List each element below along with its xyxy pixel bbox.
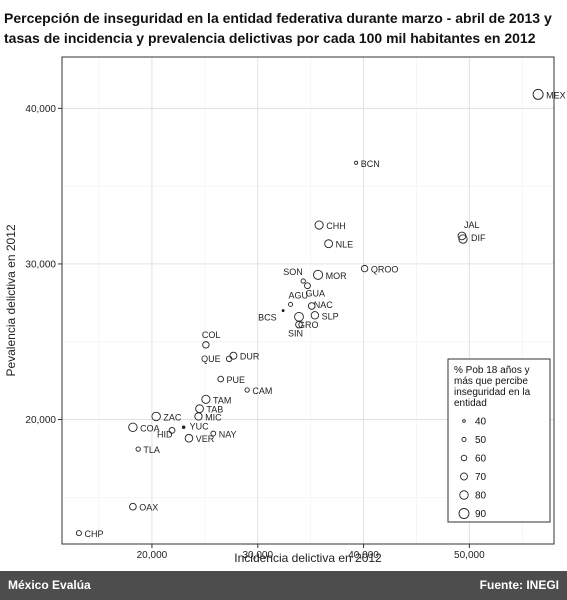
x-axis-title: Incidencia delictiva en 2012 [234,551,382,565]
point-bcs [281,309,285,313]
point-label-yuc: YUC [190,421,210,431]
point-slp [310,311,320,320]
size-legend-key [460,472,468,481]
y-tick-label: 30,000 [25,259,56,270]
size-legend-key [459,490,469,500]
point-label-gua: GUA [305,289,325,299]
point-nle [324,239,334,249]
point-label-qroo: QROO [371,265,399,275]
point-mor [313,269,324,280]
size-legend-value: 40 [475,417,487,428]
point-label-mex: MEX [546,90,566,100]
point-pue [217,375,225,383]
point-label-mor: MOR [326,271,347,281]
point-label-gro: GRO [298,320,319,330]
size-legend-value: 60 [475,454,487,465]
point-label-nac: NAC [314,300,334,310]
size-legend-value: 90 [475,509,487,520]
point-tam [201,394,211,404]
point-label-nle: NLE [336,240,354,250]
point-label-slp: SLP [322,311,339,321]
size-legend-key [458,508,470,519]
size-legend-title-line: inseguridad en la [454,387,531,398]
size-legend-value: 50 [475,435,487,446]
point-chp [75,530,82,537]
x-tick-label: 30,000 [242,550,273,561]
point-coa [128,422,138,433]
point-label-mic: MIC [205,412,222,422]
point-label-nay: NAY [219,430,237,440]
size-legend-value: 80 [475,491,487,502]
point-label-son: SON [283,267,303,277]
point-qroo [360,264,369,273]
point-label-que: QUE [201,354,221,364]
footer-bar: México Evalúa Fuente: INEGI [0,571,567,600]
point-zac [151,411,161,422]
point-tla [135,446,141,452]
point-chh [314,220,324,230]
point-hid [168,427,176,434]
size-legend-value: 70 [475,472,487,483]
point-label-agu: AGU [289,290,309,300]
point-label-tab: TAB [206,405,223,415]
point-label-zac: ZAC [163,412,182,422]
point-bcn [354,160,359,165]
point-yuc [181,425,186,430]
point-label-chp: CHP [84,529,103,539]
point-mic [194,412,203,421]
footer-source-left: México Evalúa [8,578,91,592]
point-label-sin: SIN [288,329,303,339]
point-dif [458,234,468,244]
point-label-bcn: BCN [361,159,380,169]
point-label-tla: TLA [143,445,160,455]
point-label-ver: VER [196,434,215,444]
point-label-oax: OAX [139,503,158,513]
title-line-2: tasas de incidencia y prevalencia delict… [4,30,536,46]
point-label-pue: PUE [227,375,246,385]
x-tick-label: 20,000 [137,550,168,561]
point-label-hid: HID [157,429,173,439]
point-label-dur: DUR [240,352,260,362]
point-sin [295,320,303,329]
point-oax [129,502,137,511]
plot-border [61,56,555,545]
point-label-coa: COA [140,423,160,433]
size-legend-title-line: más que percibe [454,376,528,387]
chart-title: Percepción de inseguridad en la entidad … [4,8,563,48]
footer-source-right: Fuente: INEGI [479,578,559,592]
title-line-1: Percepción de inseguridad en la entidad … [4,10,552,26]
y-tick-label: 20,000 [25,415,56,426]
point-label-jal: JAL [464,220,480,230]
y-tick-label: 40,000 [25,104,56,115]
size-legend-key [460,454,468,462]
point-label-dif: DIF [471,233,486,243]
size-legend-box [447,358,551,523]
point-label-chh: CHH [326,221,346,231]
size-legend-key [462,419,466,423]
x-tick-label: 40,000 [348,550,379,561]
point-mex [532,88,544,100]
point-agu [288,301,294,307]
point-son [300,278,306,284]
point-nay [210,430,217,437]
size-legend-key [461,437,467,442]
scatter-chart: 20,000 30,000 40,000 50,000 20,000 30,000 40,0… [4,56,566,565]
point-cam [244,387,250,393]
point-label-tam: TAM [213,395,231,405]
point-ver [184,433,194,443]
point-gua [304,282,311,290]
point-label-bcs: BCS [258,313,277,323]
point-label-cam: CAM [252,386,272,396]
point-nac [307,302,316,310]
point-que [225,355,233,363]
point-col [202,341,210,349]
size-legend-title-line: entidad [454,398,487,409]
size-legend-title-line: % Pob 18 años y [454,365,530,376]
y-axis-title: Pevalencia delictiva en 2012 [4,224,18,376]
x-tick-label: 50,000 [454,550,485,561]
point-label-col: COL [202,330,221,340]
